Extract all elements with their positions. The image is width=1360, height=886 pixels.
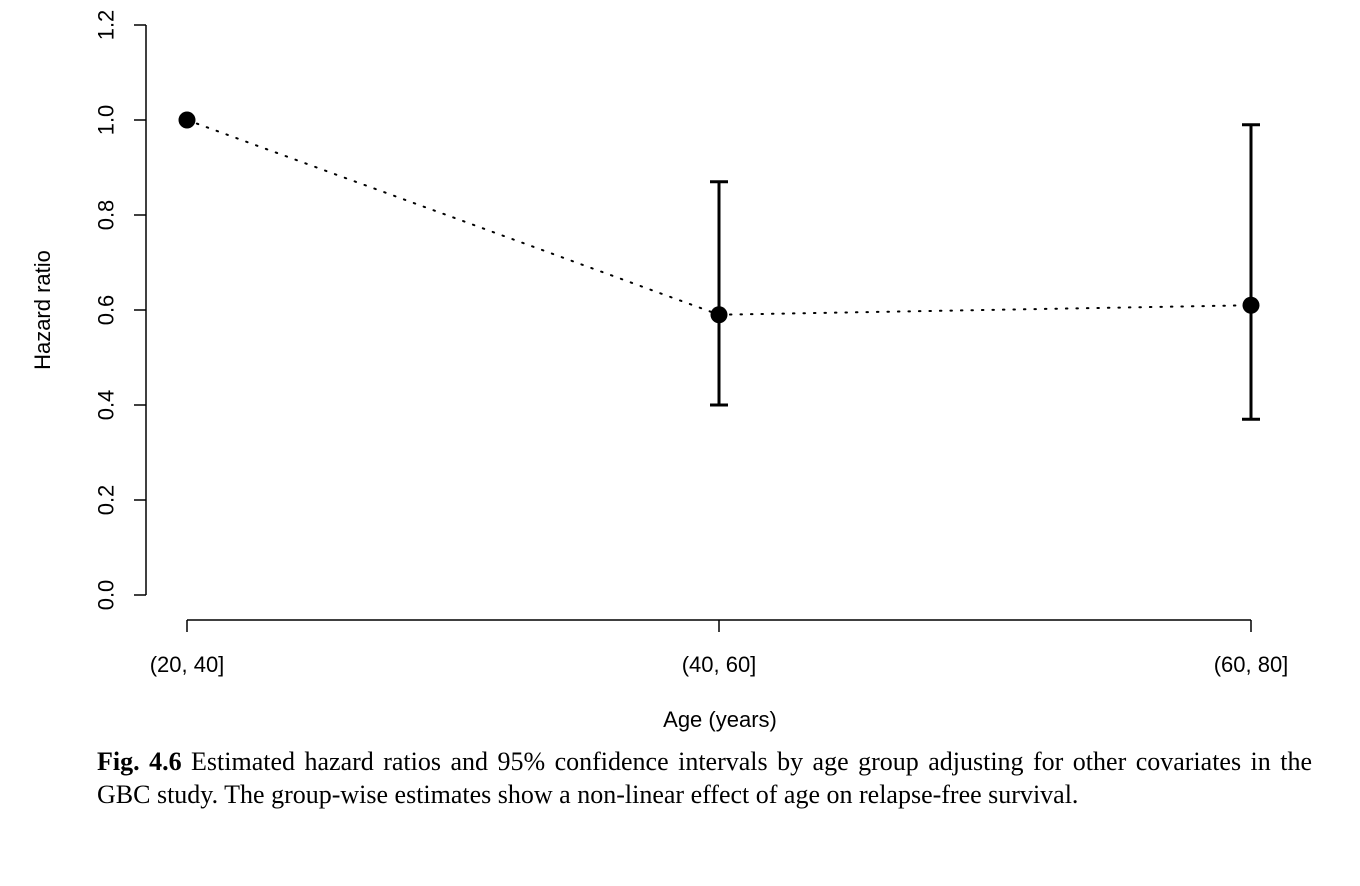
caption-text: Estimated hazard ratios and 95% confiden…: [97, 747, 1312, 809]
x-tick-label: (40, 60]: [682, 652, 757, 677]
chart-area: 0.0 0.2 0.4 0.6 0.8 1.0 1.2 (20, 40] (40, 60] (6…: [30, 10, 1289, 732]
x-tick-label: (60, 80]: [1214, 652, 1289, 677]
y-tick-label: 0.8: [94, 200, 119, 231]
y-axis: 0.0 0.2 0.4 0.6 0.8 1.0 1.2: [94, 10, 147, 611]
y-tick-label: 0.0: [94, 580, 119, 611]
data-point: [710, 306, 728, 324]
y-tick-label: 0.2: [94, 485, 119, 516]
hazard-ratio-chart: 0.0 0.2 0.4 0.6 0.8 1.0 1.2 (20, 40] (40, 60] (6…: [30, 10, 1289, 732]
data-point: [1242, 296, 1260, 314]
x-axis-label: Age (years): [663, 707, 777, 732]
y-axis-label: Hazard ratio: [30, 250, 55, 370]
y-tick-label: 1.2: [94, 10, 119, 41]
y-tick-label: 0.4: [94, 390, 119, 421]
data-point: [178, 111, 196, 129]
figure-caption: Fig. 4.6 Estimated hazard ratios and 95%…: [97, 745, 1312, 811]
y-tick-label: 0.6: [94, 295, 119, 326]
y-tick-label: 1.0: [94, 105, 119, 136]
caption-label: Fig. 4.6: [97, 747, 182, 776]
plot-layer: [178, 111, 1260, 421]
x-axis: (20, 40] (40, 60] (60, 80]: [150, 619, 1289, 677]
x-tick-label: (20, 40]: [150, 652, 225, 677]
